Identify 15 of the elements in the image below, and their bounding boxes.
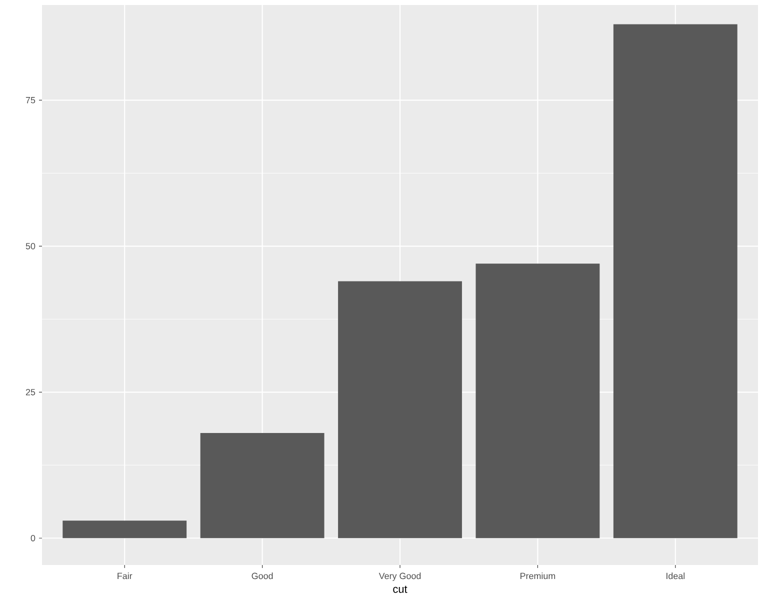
x-tick-label: Good xyxy=(252,572,273,580)
x-tick-label: Fair xyxy=(118,572,132,580)
x-tick-label: Very Good xyxy=(378,572,421,581)
x-tick-label: Premium xyxy=(520,572,556,580)
bar xyxy=(613,24,738,538)
bar xyxy=(62,520,187,538)
bar xyxy=(200,433,324,538)
y-tick-label: 75 xyxy=(26,97,36,104)
y-tick-label: 50 xyxy=(26,242,36,250)
x-axis-title: cut xyxy=(393,586,408,593)
y-tick-label: 0 xyxy=(30,534,36,542)
x-tick-label: Ideal xyxy=(666,572,685,580)
bar xyxy=(476,264,600,538)
bar xyxy=(338,281,462,538)
y-tick-label: 25 xyxy=(26,388,36,396)
